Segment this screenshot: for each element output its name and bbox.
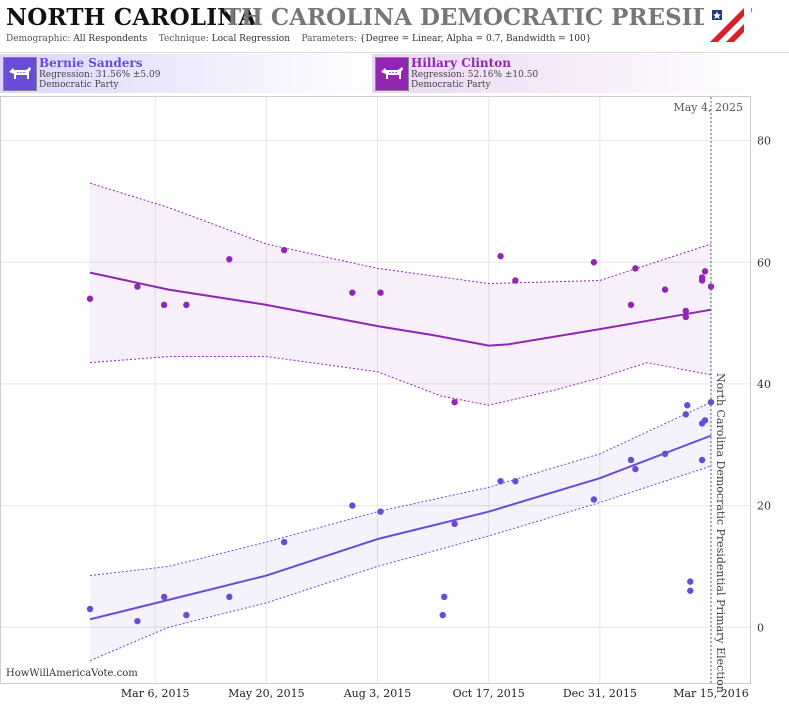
technique-value: Local Regression [211, 34, 291, 44]
regression-line [89, 434, 712, 621]
poll-point [627, 456, 635, 464]
candidate-party: Democratic Party [39, 80, 119, 90]
poll-point [134, 617, 141, 625]
x-tick-label: Mar 15, 2016 [673, 687, 749, 700]
poll-point [183, 301, 190, 309]
poll-point [512, 277, 519, 284]
y-tick-label: 40 [757, 378, 771, 391]
poll-point [183, 611, 190, 619]
poll-point [687, 587, 694, 594]
poll-point [439, 611, 446, 619]
poll-point [684, 402, 691, 409]
donkey-icon [3, 57, 37, 91]
poll-point [226, 593, 233, 601]
election-label: North Carolina Democratic Presidential P… [714, 373, 727, 693]
parameters-line: Demographic: All Respondents Technique: … [6, 34, 591, 44]
regression-line [89, 271, 712, 347]
candidate-panel-clinton: Hillary Clinton Regression: 52.16% ±10.5… [372, 54, 752, 93]
race-title: TH CAROLINA DEMOCRATIC PRESIDENTIAL P [224, 4, 752, 31]
candidate-party: Democratic Party [411, 80, 491, 90]
band-upper [89, 182, 712, 285]
parameters-label: Parameters: [301, 34, 357, 44]
poll-point [86, 295, 94, 302]
poll-point [280, 246, 288, 254]
candidate-panel-sanders: Bernie Sanders Regression: 31.56% ±5.09 … [0, 54, 380, 93]
poll-point [661, 450, 669, 458]
poll-point [661, 286, 669, 293]
poll-point [701, 268, 709, 275]
x-tick-label: Dec 31, 2015 [563, 687, 637, 700]
date-label: May 4, 2025 [673, 101, 743, 114]
poll-point [497, 252, 504, 260]
candidate-name: Bernie Sanders [39, 56, 143, 70]
band-upper [89, 401, 712, 577]
poll-point [160, 301, 168, 309]
y-tick-label: 0 [757, 621, 764, 634]
flag-logo-icon [704, 2, 750, 48]
confidence-band [90, 402, 711, 661]
parameters-value: {Degree = Linear, Alpha = 0.7, Bandwidth… [359, 34, 592, 44]
poll-point [627, 301, 635, 309]
y-tick-label: 80 [757, 135, 771, 148]
poll-point [682, 411, 690, 418]
y-tick-label: 20 [757, 500, 771, 513]
demographic-value: All Respondents [73, 34, 148, 44]
demographic-label: Demographic: [6, 34, 71, 44]
poll-point [160, 593, 168, 601]
poll-point [377, 289, 384, 296]
poll-point [682, 307, 690, 315]
poll-point [441, 593, 448, 601]
poll-point [590, 259, 598, 266]
poll-point [86, 605, 94, 613]
candidate-regression: Regression: 31.56% ±5.09 [39, 70, 161, 80]
poll-point [687, 578, 694, 585]
poll-point [451, 520, 458, 528]
poll-point [134, 283, 141, 290]
x-tick-label: Mar 6, 2015 [121, 687, 190, 700]
confidence-bands [89, 182, 712, 662]
poll-point [497, 478, 504, 485]
poll-point [698, 456, 706, 464]
poll-point [226, 256, 233, 263]
y-tick-label: 60 [757, 256, 771, 269]
candidate-name: Hillary Clinton [411, 56, 511, 70]
poll-point [512, 478, 519, 485]
poll-point [451, 398, 458, 406]
poll-point [632, 465, 639, 473]
band-lower [89, 465, 712, 662]
plot-frame [0, 96, 751, 684]
header: NORTH CAROLINA TH CAROLINA DEMOCRATIC PR… [0, 0, 789, 53]
state-title: NORTH CAROLINA [6, 4, 257, 31]
donkey-icon [375, 57, 409, 91]
poll-points [86, 246, 715, 625]
x-tick-label: Oct 17, 2015 [453, 687, 525, 700]
poll-point [377, 508, 384, 515]
confidence-band [90, 183, 711, 406]
poll-point [349, 289, 356, 296]
watermark: HowWillAmericaVote.com [6, 668, 138, 679]
x-tick-label: May 20, 2015 [228, 687, 305, 700]
poll-point [701, 417, 709, 424]
poll-point [590, 496, 598, 503]
regression-lines [89, 271, 712, 621]
poll-point [349, 502, 356, 509]
axes: 0 20 40 60 80 Mar 6, 2015 May 20, 2015 Aug 3, 2… [121, 97, 771, 700]
poll-point [682, 313, 690, 321]
poll-point [632, 265, 639, 272]
poll-point [698, 274, 706, 281]
poll-point [280, 538, 288, 546]
candidate-regression: Regression: 52.16% ±10.50 [411, 70, 539, 80]
technique-label: Technique: [158, 34, 209, 44]
band-lower [89, 356, 712, 406]
x-tick-label: Aug 3, 2015 [343, 687, 412, 700]
